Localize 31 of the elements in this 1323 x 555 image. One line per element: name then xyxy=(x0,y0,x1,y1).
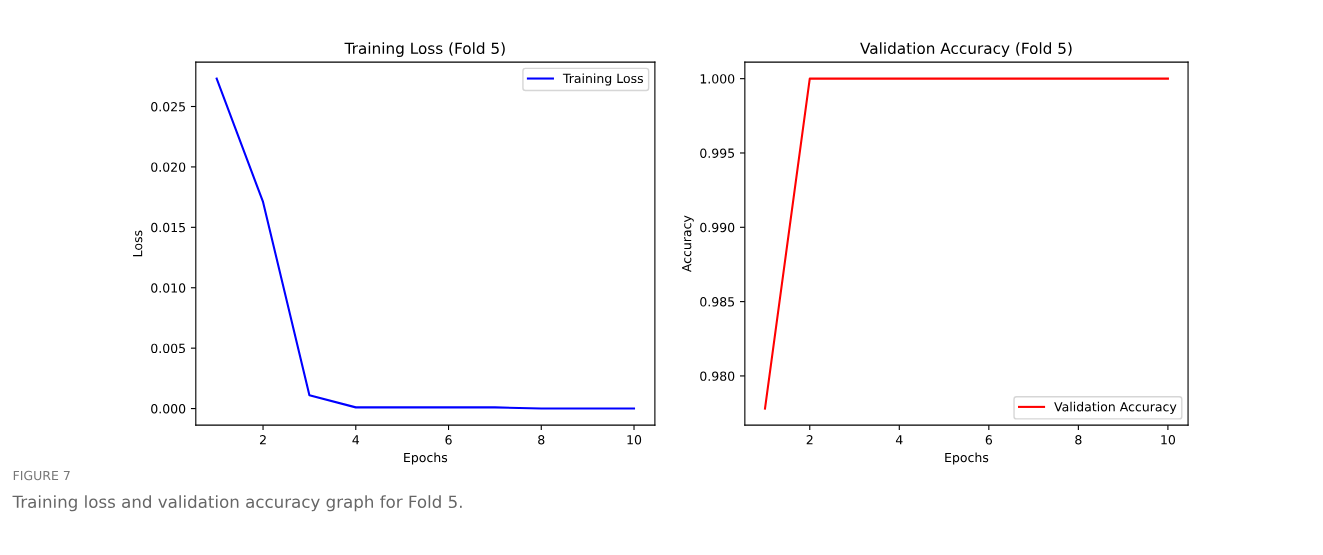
y-axis-title: Loss xyxy=(133,230,143,257)
legend-label: Training Loss xyxy=(562,73,644,86)
y-tick-label: 0.990 xyxy=(700,222,735,233)
x-tick-label: 6 xyxy=(445,435,452,445)
y-tick-label: 0.995 xyxy=(700,148,735,158)
x-tick-label: 4 xyxy=(352,435,360,445)
x-tick-label: 10 xyxy=(627,435,642,445)
x-tick-label: 10 xyxy=(1161,435,1176,445)
legend-label: Validation Accuracy xyxy=(1054,401,1177,414)
chart-title: Validation Accuracy (Fold 5) xyxy=(860,42,1072,57)
x-tick-label: 2 xyxy=(806,435,813,445)
y-tick-label: 0.000 xyxy=(151,404,186,414)
x-tick-label: 4 xyxy=(895,435,903,445)
y-tick-label: 0.020 xyxy=(151,162,186,172)
caption: FIGURE 7 xyxy=(13,470,70,481)
chart-title: Training Loss (Fold 5) xyxy=(344,42,505,57)
x-tick-label: 8 xyxy=(1075,435,1082,445)
y-axis-title: Accuracy xyxy=(682,215,694,273)
x-tick-label: 6 xyxy=(985,435,993,445)
y-tick-label: 0.015 xyxy=(151,222,185,233)
y-tick-label: 0.980 xyxy=(700,371,735,381)
x-tick-label: 2 xyxy=(259,435,266,445)
y-tick-label: 0.025 xyxy=(151,101,185,112)
y-tick-label: 0.005 xyxy=(151,343,185,354)
y-tick-label: 0.985 xyxy=(700,297,735,307)
y-tick-label: 0.010 xyxy=(151,283,186,293)
x-axis-title: Epochs xyxy=(404,452,448,465)
text: Training loss and validation accuracy graph for Fold 5. xyxy=(12,495,462,512)
x-axis-title: Epochs xyxy=(945,452,989,465)
y-tick-label: 1.000 xyxy=(700,74,735,84)
x-tick-label: 8 xyxy=(538,435,545,445)
